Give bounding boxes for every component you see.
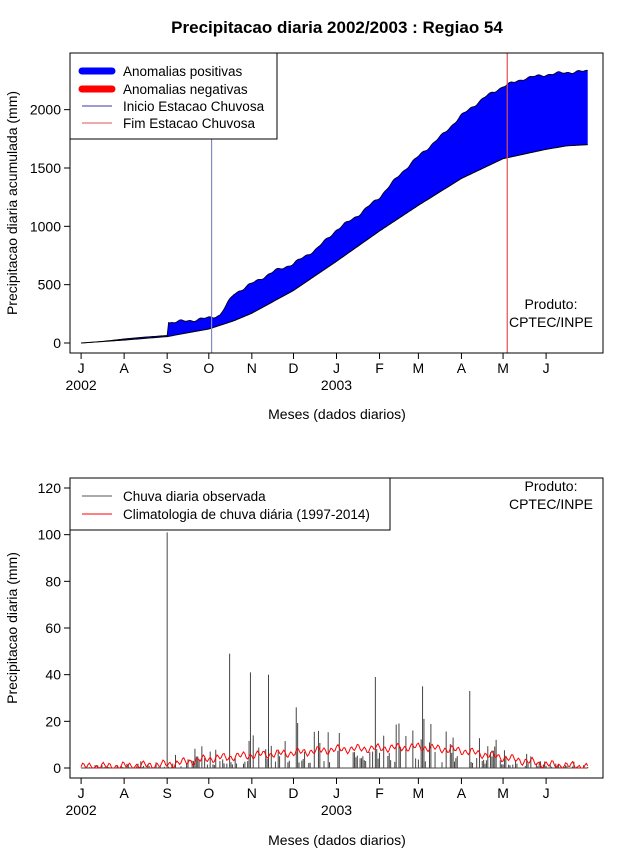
y-tick-label: 60 bbox=[45, 620, 61, 636]
x-tick-label: M bbox=[497, 785, 509, 801]
x-tick-label: N bbox=[247, 785, 257, 801]
x-tick-label: A bbox=[119, 785, 129, 801]
y-tick-label: 2000 bbox=[30, 102, 61, 118]
observed-accumulated-line bbox=[81, 69, 588, 344]
x-tick-label: D bbox=[288, 360, 298, 376]
figure-title: Precipitacao diaria 2002/2003 : Regiao 5… bbox=[171, 18, 503, 37]
x-tick-label: M bbox=[497, 360, 509, 376]
x-tick-label: O bbox=[203, 360, 214, 376]
y-tick-label: 80 bbox=[45, 573, 61, 589]
climatology-daily-line bbox=[80, 742, 589, 769]
y-tick-label: 120 bbox=[38, 480, 62, 496]
x-tick-label: M bbox=[413, 785, 425, 801]
daily-bars-layer bbox=[80, 532, 589, 769]
daily-climatology-layer bbox=[80, 742, 589, 769]
legend-label-positive: Anomalias positivas bbox=[123, 64, 243, 79]
legend-item-observed: Chuva diaria observada bbox=[82, 489, 266, 504]
legend-item-season-end: Fim Estacao Chuvosa bbox=[82, 116, 256, 131]
legend-label-negative: Anomalias negativas bbox=[123, 82, 248, 97]
legend-label-season-end: Fim Estacao Chuvosa bbox=[123, 116, 256, 131]
year-label: 2002 bbox=[66, 377, 97, 393]
year-label: 2003 bbox=[321, 377, 352, 393]
credit-line-2: CPTEC/INPE bbox=[509, 314, 593, 330]
legend-item-season-start: Inicio Estacao Chuvosa bbox=[82, 99, 265, 114]
year-label: 2002 bbox=[66, 802, 97, 818]
y-tick-label: 0 bbox=[53, 335, 61, 351]
y-tick-label: 100 bbox=[38, 527, 62, 543]
daily-x-label: Meses (dados diarios) bbox=[268, 832, 406, 848]
accumulated-y-axis: 0 500 1000 1500 2000 bbox=[30, 102, 71, 351]
x-tick-label: J bbox=[78, 785, 85, 801]
credit-line-1: Produto: bbox=[525, 296, 578, 312]
x-tick-label: F bbox=[375, 785, 384, 801]
climatology-accumulated-line bbox=[81, 144, 588, 344]
daily-y-axis: 0 20 40 60 80 100 120 bbox=[38, 480, 71, 776]
x-tick-label: J bbox=[78, 360, 85, 376]
y-tick-label: 20 bbox=[45, 713, 61, 729]
positive-anomaly-area bbox=[81, 70, 588, 344]
y-tick-label: 40 bbox=[45, 667, 61, 683]
y-tick-label: 1000 bbox=[30, 218, 61, 234]
legend-label-season-start: Inicio Estacao Chuvosa bbox=[123, 99, 265, 114]
x-tick-label: J bbox=[543, 785, 550, 801]
accumulated-legend: Anomalias positivas Anomalias negativas … bbox=[69, 52, 278, 140]
x-tick-label: O bbox=[203, 785, 214, 801]
daily-legend: Chuva diaria observada Climatologia de c… bbox=[69, 477, 391, 531]
accumulated-y-label: Precipitacao diaria acumulada (mm) bbox=[4, 91, 20, 315]
x-tick-label: J bbox=[543, 360, 550, 376]
x-tick-label: S bbox=[162, 785, 171, 801]
year-label: 2003 bbox=[321, 802, 352, 818]
x-tick-label: A bbox=[457, 785, 467, 801]
x-tick-label: S bbox=[162, 360, 171, 376]
x-tick-label: J bbox=[333, 360, 340, 376]
accumulated-area-layer bbox=[81, 69, 588, 344]
legend-item-climatology: Climatologia de chuva diária (1997-2014) bbox=[82, 507, 370, 522]
y-tick-label: 0 bbox=[53, 760, 61, 776]
x-tick-label: M bbox=[413, 360, 425, 376]
y-tick-label: 1500 bbox=[30, 160, 61, 176]
daily-y-label: Precipitacao diaria (mm) bbox=[4, 552, 20, 704]
x-tick-label: A bbox=[457, 360, 467, 376]
daily-legend-box bbox=[69, 477, 391, 531]
accumulated-x-label: Meses (dados diarios) bbox=[268, 406, 406, 422]
x-tick-label: D bbox=[288, 785, 298, 801]
x-tick-label: J bbox=[333, 785, 340, 801]
x-tick-label: N bbox=[247, 360, 257, 376]
accumulated-legend-box bbox=[69, 52, 278, 140]
legend-label-observed: Chuva diaria observada bbox=[123, 489, 266, 504]
x-tick-label: F bbox=[375, 360, 384, 376]
legend-label-climatology: Climatologia de chuva diária (1997-2014) bbox=[123, 507, 370, 522]
x-tick-label: A bbox=[119, 360, 129, 376]
y-tick-label: 500 bbox=[38, 277, 62, 293]
legend-item-negative: Anomalias negativas bbox=[78, 82, 248, 97]
daily-credit-line-2: CPTEC/INPE bbox=[509, 496, 593, 512]
daily-credit-line-1: Produto: bbox=[525, 478, 578, 494]
legend-item-positive: Anomalias positivas bbox=[78, 64, 243, 79]
